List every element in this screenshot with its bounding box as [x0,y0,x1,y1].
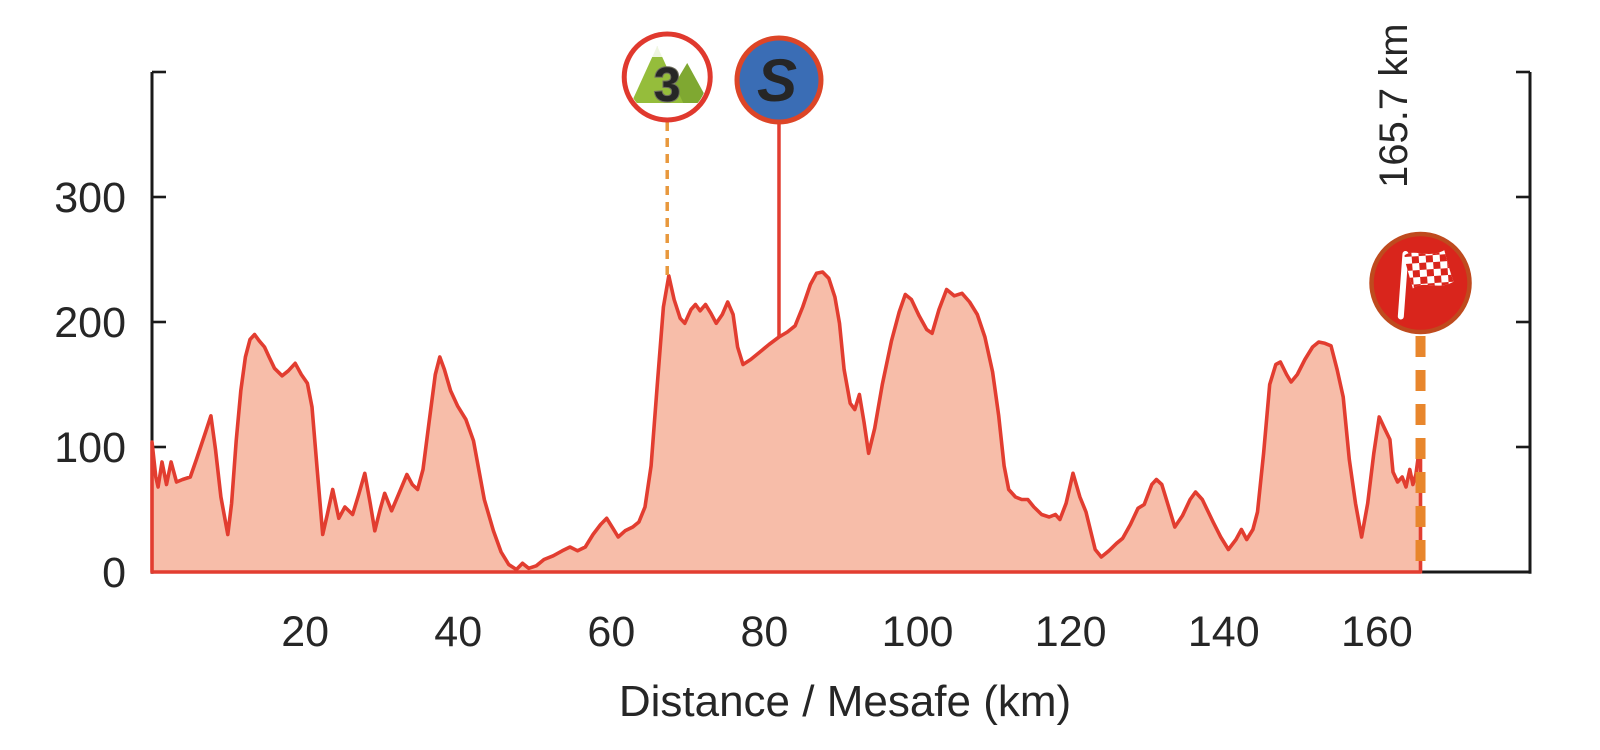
flag-checker-square [1426,269,1435,277]
sprint-letter: S [757,47,797,114]
y-axis-tick-label: 200 [54,299,126,347]
flag-checker-square [1439,254,1448,262]
elevation-area [150,270,1423,574]
mountain-icon [631,46,708,103]
climb-category-number: 3 [654,59,681,112]
snow-cap [650,46,665,57]
finish-flag-icon [1369,231,1472,335]
x-axis-tick-label: 60 [587,608,635,656]
axes: 20 40 60 80 100 120 140 160 0 100 200 300 [54,70,1532,656]
flag-checker-square [1425,255,1434,263]
flag-checker-square [1411,256,1420,264]
x-axis-tick-label: 80 [741,608,789,656]
flag-checker-square [1440,268,1449,276]
flag-checker-square [1412,270,1421,278]
flag-checker-square [1434,275,1442,284]
finish-distance-label: 165.7 km [1372,23,1416,188]
y-axis-tick-label: 300 [54,174,126,222]
x-axis-tick-label: 20 [281,608,329,656]
x-axis-title: Distance / Mesafe (km) [619,677,1071,726]
sprint-circle [734,35,824,125]
flag-checker-square [1420,276,1428,284]
x-axis-tick-label: 140 [1188,608,1260,656]
flag-checker-square [1433,261,1441,270]
sprint-icon: S [734,35,824,125]
y-axis-tick-label: 0 [102,549,126,597]
x-axis-tick-label: 100 [882,608,954,656]
y-axis-tick-label: 100 [54,424,126,472]
flag-pole [1397,250,1409,320]
x-axis-tick-label: 120 [1035,608,1107,656]
x-axis-tick-label: 160 [1341,608,1413,656]
flag-checker-square [1419,262,1427,271]
mountain-left [631,46,684,103]
x-axis-tick-label: 40 [434,608,482,656]
category-3-climb-icon: 3 [621,31,713,123]
